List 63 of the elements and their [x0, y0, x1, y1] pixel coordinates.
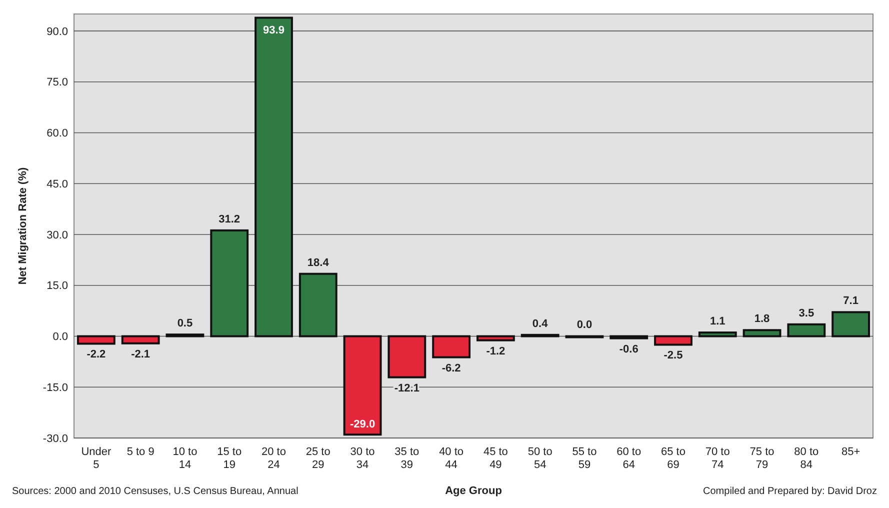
- x-tick-label: 30 to 34: [350, 446, 375, 471]
- x-tick-label: 80 to 84: [794, 446, 819, 471]
- x-tick-label: 75 to 79: [750, 446, 774, 471]
- x-tick-label: 65 to 69: [661, 446, 686, 471]
- y-tick-label: 15.0: [46, 280, 68, 292]
- data-label: 1.8: [754, 313, 770, 326]
- data-label: 18.4: [307, 256, 330, 269]
- x-tick-label: 10 to 14: [172, 446, 198, 471]
- data-label: 7.1: [843, 295, 858, 308]
- data-label: -29.0: [350, 418, 376, 431]
- x-tick-label: 55 to 59: [572, 446, 597, 471]
- data-label: 0.0: [576, 319, 592, 332]
- data-label: -2.2: [86, 348, 106, 361]
- x-tick-label: 15 to 19: [217, 446, 242, 471]
- bar: [210, 229, 249, 338]
- x-axis-title: Age Group: [445, 485, 502, 497]
- bar: [787, 323, 826, 338]
- x-tick-label: 70 to 74: [705, 446, 730, 471]
- bar: [832, 311, 870, 338]
- source-note: Sources: 2000 and 2010 Censuses, U.S Census Bureau, Annual: [12, 486, 298, 497]
- y-tick-label: 30.0: [46, 229, 68, 242]
- bar: [298, 272, 338, 338]
- bar: [742, 329, 782, 338]
- bar: [254, 16, 293, 338]
- data-label: -2.1: [131, 348, 150, 360]
- y-tick-label: -15.0: [42, 382, 68, 394]
- y-tick-label: 90.0: [46, 26, 68, 38]
- bar: [121, 335, 160, 344]
- text: Compiled and Prepared by: David Droz: [703, 486, 877, 497]
- y-tick-label: 45.0: [46, 178, 68, 190]
- x-tick-label: 45 to 49: [483, 446, 508, 471]
- x-tick-label: 25 to 29: [306, 446, 330, 471]
- data-label: 0.5: [177, 318, 193, 330]
- data-label: -1.2: [486, 345, 506, 358]
- y-tick-label: -30.0: [42, 432, 68, 445]
- bar: [76, 335, 116, 345]
- data-label: 31.2: [218, 213, 240, 226]
- x-tick-label: 85+: [841, 446, 860, 458]
- y-axis-title: Net Migration Rate (%): [17, 167, 29, 285]
- bar: [610, 335, 648, 340]
- x-tick-label: 60 to 64: [616, 446, 642, 471]
- data-label: -2.5: [664, 350, 683, 362]
- x-tick-label: Under 5: [81, 446, 112, 471]
- data-label: 93.9: [263, 24, 284, 37]
- data-label: 3.5: [798, 307, 814, 320]
- y-tick-label: 0.0: [52, 331, 68, 344]
- x-tick-label: 20 to 24: [262, 446, 286, 471]
- x-tick-label: 35 to 39: [394, 446, 420, 471]
- bar: [654, 335, 692, 346]
- data-label: -0.6: [619, 343, 638, 356]
- bar: [388, 335, 426, 378]
- data-label: 0.4: [532, 318, 549, 330]
- bar: [476, 335, 515, 342]
- data-label: -6.2: [442, 362, 461, 374]
- x-tick-label: 5 to 9: [126, 446, 154, 458]
- x-tick-label: 40 to 44: [439, 446, 464, 471]
- y-tick-label: 75.0: [46, 76, 68, 89]
- x-tick-label: 50 to 54: [528, 446, 552, 471]
- data-label: 1.1: [710, 316, 726, 328]
- bar: [432, 335, 471, 358]
- bar: [343, 335, 382, 436]
- bar: [698, 332, 737, 338]
- y-tick-label: 60.0: [46, 128, 68, 140]
